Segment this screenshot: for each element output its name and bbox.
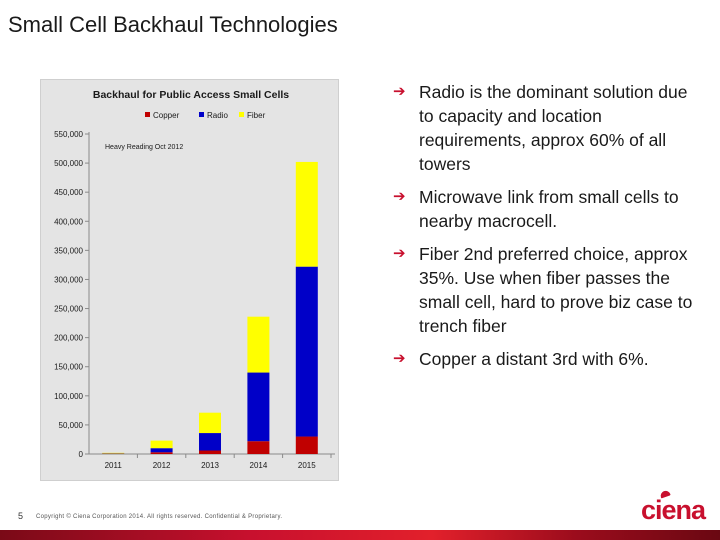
bar-segment-radio bbox=[295, 266, 318, 437]
legend-swatch bbox=[145, 112, 150, 117]
y-tick-label: 50,000 bbox=[59, 421, 84, 430]
arrow-icon: ➔ bbox=[393, 188, 406, 205]
bullet-text: Radio is the dominant solution due to ca… bbox=[419, 82, 688, 174]
bullet-microwave: ➔ Microwave link from small cells to nea… bbox=[393, 185, 693, 233]
bar-segment-copper bbox=[295, 436, 318, 454]
legend-label: Fiber bbox=[247, 111, 266, 120]
bullet-text: Fiber 2nd preferred choice, approx 35%. … bbox=[419, 244, 693, 336]
bullet-fiber: ➔ Fiber 2nd preferred choice, approx 35%… bbox=[393, 242, 693, 338]
y-tick-label: 250,000 bbox=[54, 305, 83, 314]
arrow-icon: ➔ bbox=[393, 83, 406, 100]
y-tick-label: 150,000 bbox=[54, 363, 83, 372]
bar-segment-radio bbox=[247, 372, 270, 442]
stacked-bar-chart: Backhaul for Public Access Small Cells Co… bbox=[54, 89, 335, 470]
y-tick-label: 100,000 bbox=[54, 392, 83, 401]
ciena-logo: ciena bbox=[641, 495, 706, 525]
bullet-list: ➔ Radio is the dominant solution due to … bbox=[393, 80, 693, 371]
bullet-radio: ➔ Radio is the dominant solution due to … bbox=[393, 80, 693, 176]
x-tick-label: 2014 bbox=[250, 461, 268, 470]
footer-strip bbox=[0, 530, 720, 540]
bar-segment-fiber bbox=[150, 440, 173, 449]
x-tick-label: 2013 bbox=[201, 461, 219, 470]
copyright-text: Copyright © Ciena Corporation 2014. All … bbox=[36, 514, 283, 520]
arrow-icon: ➔ bbox=[393, 245, 406, 262]
x-tick-label: 2011 bbox=[105, 461, 123, 470]
y-tick-label: 400,000 bbox=[54, 217, 83, 226]
legend-label: Radio bbox=[207, 111, 228, 120]
bar-segment-fiber bbox=[295, 161, 318, 267]
legend-swatch bbox=[199, 112, 204, 117]
x-tick-label: 2015 bbox=[298, 461, 316, 470]
bullet-text: Microwave link from small cells to nearb… bbox=[419, 187, 679, 231]
bar-segment-fiber bbox=[102, 452, 125, 454]
y-tick-label: 300,000 bbox=[54, 275, 83, 284]
y-tick-label: 0 bbox=[79, 450, 84, 459]
bar-segment-copper bbox=[150, 452, 173, 454]
x-tick-label: 2012 bbox=[153, 461, 171, 470]
y-tick-label: 550,000 bbox=[54, 130, 83, 139]
chart-panel: Backhaul for Public Access Small Cells Co… bbox=[40, 79, 339, 481]
y-tick-label: 350,000 bbox=[54, 246, 83, 255]
bar-segment-copper bbox=[199, 450, 221, 454]
legend-label: Copper bbox=[153, 111, 180, 120]
page-number: 5 bbox=[18, 511, 24, 521]
legend-swatch bbox=[239, 112, 244, 117]
arrow-icon: ➔ bbox=[393, 350, 406, 367]
bar-segment-radio bbox=[150, 448, 173, 453]
bar-segment-fiber bbox=[247, 316, 270, 373]
chart-title: Backhaul for Public Access Small Cells bbox=[93, 89, 289, 101]
y-tick-label: 450,000 bbox=[54, 188, 83, 197]
y-tick-label: 500,000 bbox=[54, 159, 83, 168]
bar-segment-radio bbox=[199, 433, 221, 451]
bullet-text: Copper a distant 3rd with 6%. bbox=[419, 349, 649, 369]
bar-segment-fiber bbox=[199, 412, 221, 434]
bullet-copper: ➔ Copper a distant 3rd with 6%. bbox=[393, 347, 693, 371]
slide-title: Small Cell Backhaul Technologies bbox=[8, 12, 338, 37]
chart-annotation: Heavy Reading Oct 2012 bbox=[105, 144, 183, 151]
bar-segment-copper bbox=[247, 441, 270, 454]
y-tick-label: 200,000 bbox=[54, 334, 83, 343]
